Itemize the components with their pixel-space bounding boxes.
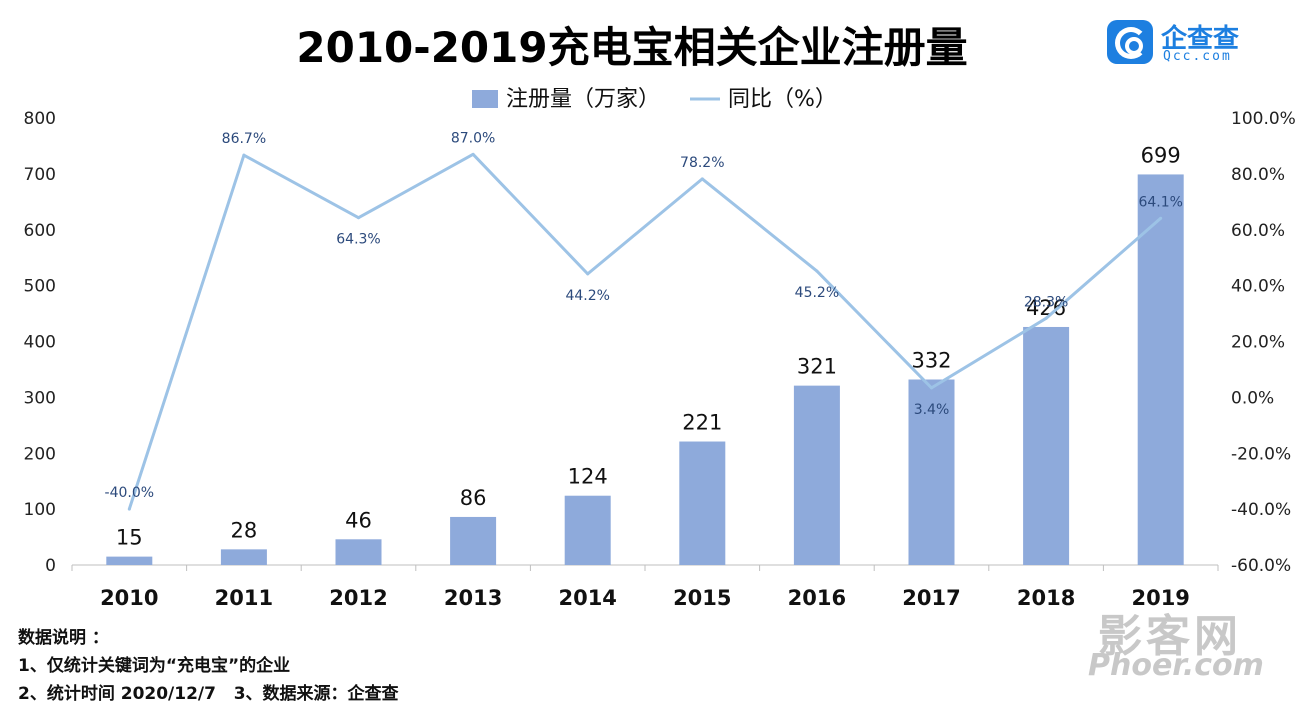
legend-bar-label: 注册量（万家）	[506, 87, 660, 112]
left-y-tick-label: 100	[24, 500, 56, 520]
x-tick-label: 2011	[215, 586, 273, 610]
line-point	[1159, 216, 1163, 220]
notes-line-1: 1、仅统计关键词为“充电宝”的企业	[18, 656, 291, 676]
line-value-label: 78.2%	[680, 155, 724, 171]
bar-value-label: 86	[460, 486, 487, 510]
right-y-tick-label: 80.0%	[1231, 165, 1285, 185]
line-point	[242, 153, 246, 157]
logo-name: 企查查	[1161, 24, 1240, 54]
x-tick-label: 2018	[1017, 586, 1075, 610]
right-y-tick-label: 60.0%	[1231, 221, 1285, 241]
x-tick-label: 2016	[788, 586, 846, 610]
chart-title: 2010-2019充电宝相关企业注册量	[296, 23, 967, 72]
bar	[1137, 174, 1184, 565]
legend-line-label: 同比（%）	[728, 87, 837, 112]
bar	[1023, 326, 1070, 565]
watermark-bottom: Phoer.com	[1088, 648, 1264, 683]
line-value-label: 28.3%	[1024, 294, 1068, 310]
x-tick-label: 2013	[444, 586, 502, 610]
line-point	[700, 177, 704, 181]
line-value-label: 64.3%	[336, 232, 380, 248]
bar	[106, 556, 153, 565]
left-y-tick-label: 300	[24, 388, 56, 408]
line-point	[1044, 316, 1048, 320]
bar	[679, 441, 726, 565]
left-y-axis: 0 100 200 300 400 500 600 700 800	[24, 109, 56, 576]
right-y-tick-label: -20.0%	[1231, 444, 1291, 464]
left-y-tick-label: 0	[45, 556, 56, 576]
x-tick-label: 2014	[558, 586, 616, 610]
x-tick-label: 2010	[100, 586, 158, 610]
bar-value-label: 221	[682, 411, 722, 435]
bar-value-label: 332	[911, 348, 951, 372]
right-y-tick-label: 0.0%	[1231, 388, 1274, 408]
line-point	[127, 507, 131, 511]
line-value-label: 64.1%	[1138, 194, 1182, 210]
line-point	[471, 152, 475, 156]
bar-value-label: 321	[797, 355, 837, 379]
data-notes: 数据说明 ： 1、仅统计关键词为“充电宝”的企业 2、统计时间 2020/12/…	[18, 624, 399, 708]
watermark-top: 影客网	[1098, 611, 1242, 662]
yoy-line	[127, 152, 1162, 510]
bar-series	[106, 174, 1184, 565]
right-y-tick-label: -60.0%	[1231, 556, 1291, 576]
line-data-labels: -40.0% 86.7% 64.3% 87.0% 44.2% 78.2% 45.2% 3.4%…	[105, 130, 1183, 501]
bar-value-label: 124	[568, 465, 608, 489]
bar-value-label: 15	[116, 526, 143, 550]
left-y-tick-label: 700	[24, 165, 56, 185]
legend: 注册量（万家） 同比（%）	[472, 87, 837, 112]
bar	[335, 539, 382, 565]
right-y-tick-label: 100.0%	[1231, 109, 1296, 129]
line-point	[815, 269, 819, 273]
line-point	[930, 386, 933, 390]
notes-line-2: 2、统计时间 2020/12/7 3、数据来源：企查查	[18, 684, 399, 704]
x-axis: 2010 2011 2012 2013 2014 2015 2016 2017 2018 2019	[71, 564, 1219, 610]
x-tick-label: 2019	[1131, 586, 1189, 610]
left-y-tick-label: 200	[24, 444, 56, 464]
bar-value-label: 699	[1141, 143, 1181, 167]
logo-domain: Qcc.com	[1163, 49, 1232, 64]
line-point	[357, 216, 360, 220]
qcc-logo: 企查查 Qcc.com	[1107, 18, 1257, 66]
left-y-tick-label: 800	[24, 109, 56, 129]
line-value-label: -40.0%	[105, 485, 155, 501]
right-y-axis: -60.0% -40.0% -20.0% 0.0% 20.0% 40.0% 60.0% 80.…	[1231, 109, 1296, 576]
watermark: 影客网 Phoer.com	[1088, 600, 1288, 690]
notes-heading: 数据说明 ：	[18, 628, 109, 648]
bar-value-label: 46	[345, 508, 372, 532]
line-value-label: 44.2%	[565, 288, 609, 304]
line-point	[586, 272, 590, 276]
bar	[220, 549, 267, 565]
line-series	[127, 152, 1163, 511]
x-tick-label: 2017	[902, 586, 960, 610]
x-tick-label: 2015	[673, 586, 731, 610]
bar	[564, 495, 611, 565]
line-value-label: 87.0%	[451, 130, 495, 146]
line-value-label: 45.2%	[795, 285, 839, 301]
bar-value-label: 28	[231, 518, 258, 542]
right-y-tick-label: 20.0%	[1231, 333, 1285, 353]
bar	[450, 516, 497, 565]
line-value-label: 3.4%	[914, 402, 950, 418]
qcc-logo-icon	[1107, 20, 1153, 64]
left-y-tick-label: 600	[24, 221, 56, 241]
left-y-tick-label: 500	[24, 277, 56, 297]
right-y-tick-label: -40.0%	[1231, 500, 1291, 520]
line-value-label: 86.7%	[222, 131, 266, 147]
x-tick-label: 2012	[329, 586, 387, 610]
right-y-tick-label: 40.0%	[1231, 277, 1285, 297]
legend-bar-swatch	[472, 90, 498, 108]
bar	[793, 385, 840, 565]
bar	[908, 379, 955, 565]
left-y-tick-label: 400	[24, 333, 56, 353]
